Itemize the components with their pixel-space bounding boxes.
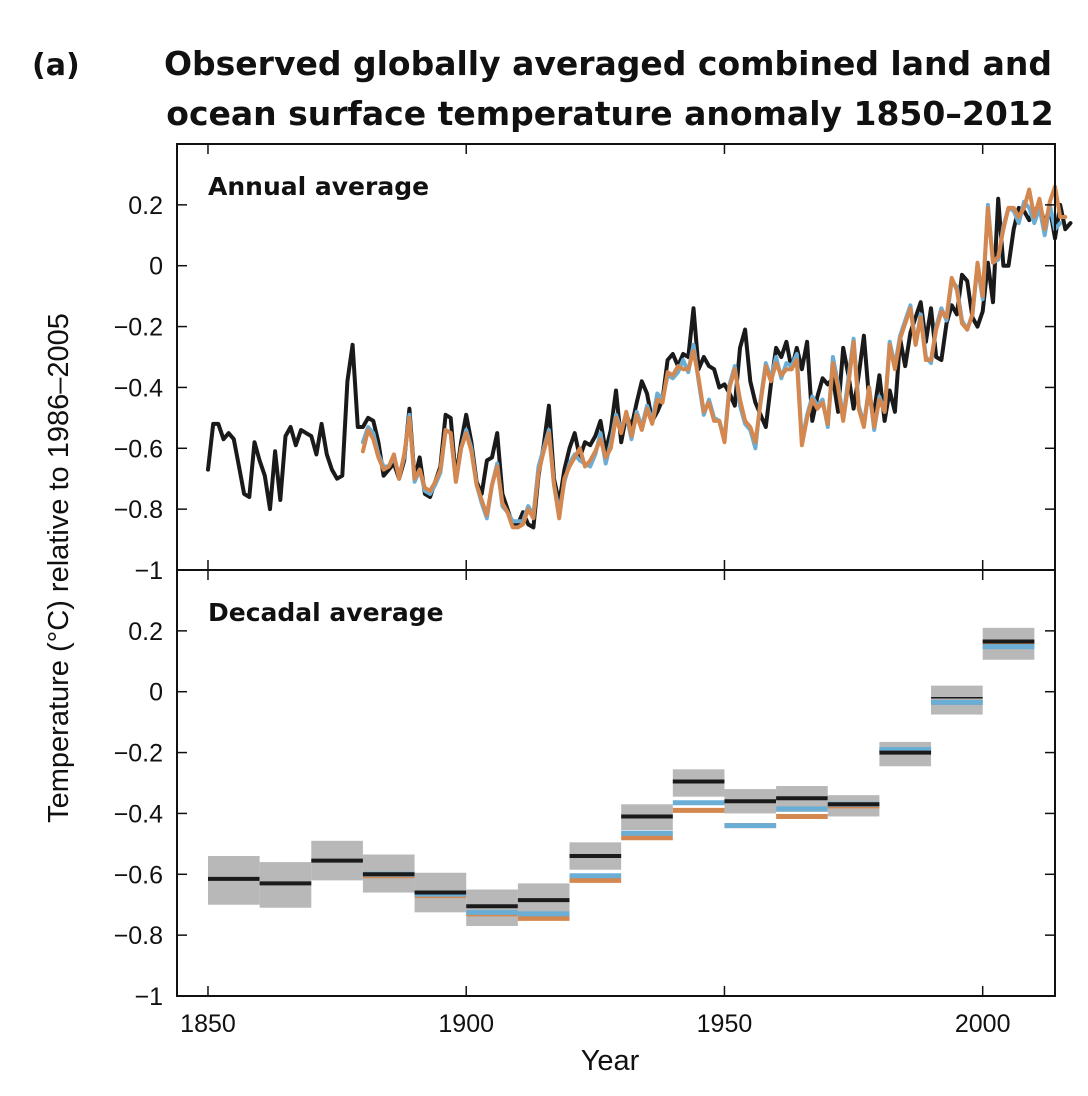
- x-tick-label: 1850: [180, 1010, 236, 1038]
- y-tick-label: −0.2: [114, 740, 163, 768]
- y-tick-label: −0.6: [114, 861, 163, 889]
- series-line-orange: [360, 184, 1068, 530]
- y-tick-label: 0: [149, 679, 163, 707]
- y-axis-label: Temperature (°C) relative to 1986–2005: [43, 313, 75, 823]
- y-tick-label: 0: [149, 253, 163, 281]
- y-tick-label: −1: [134, 557, 163, 585]
- series-line-black: [206, 196, 1073, 530]
- y-tick-label: −0.8: [114, 496, 163, 524]
- x-tick-label: 1900: [438, 1010, 494, 1038]
- y-tick-label: −0.6: [114, 435, 163, 463]
- y-tick-label: −0.2: [114, 314, 163, 342]
- series-line-blue: [360, 199, 1063, 524]
- panel-label: Decadal average: [208, 598, 444, 627]
- panel-tag: (a): [32, 48, 80, 83]
- panel-frame: [176, 569, 1056, 997]
- y-tick-label: 0.2: [128, 618, 163, 646]
- panel-decadal: −1 −0.8 −0.6 −0.4 −0.2 0 0.2 Decadal average: [114, 569, 1056, 1011]
- y-tick-label: −0.4: [114, 800, 163, 828]
- x-axis-label: Year: [581, 1045, 640, 1077]
- panel-frame: [176, 143, 1056, 571]
- y-tick-label: −0.4: [114, 374, 163, 402]
- y-tick-label: 0.2: [128, 192, 163, 220]
- panel-label: Annual average: [208, 172, 429, 201]
- y-tick-label: −0.8: [114, 922, 163, 950]
- y-tick-label: −1: [134, 983, 163, 1011]
- x-tick-label: 2000: [955, 1010, 1011, 1038]
- chart-title-line-2: ocean surface temperature anomaly 1850–2…: [166, 94, 1053, 133]
- plot-area: −1 −0.8 −0.6 −0.4 −0.2 0 0.2 Annual average −1 −0…: [114, 143, 1073, 1038]
- panel-annual: −1 −0.8 −0.6 −0.4 −0.2 0 0.2 Annual average: [114, 143, 1073, 585]
- x-tick-label: 1950: [697, 1010, 753, 1038]
- chart-title-line-1: Observed globally averaged combined land…: [164, 44, 1052, 83]
